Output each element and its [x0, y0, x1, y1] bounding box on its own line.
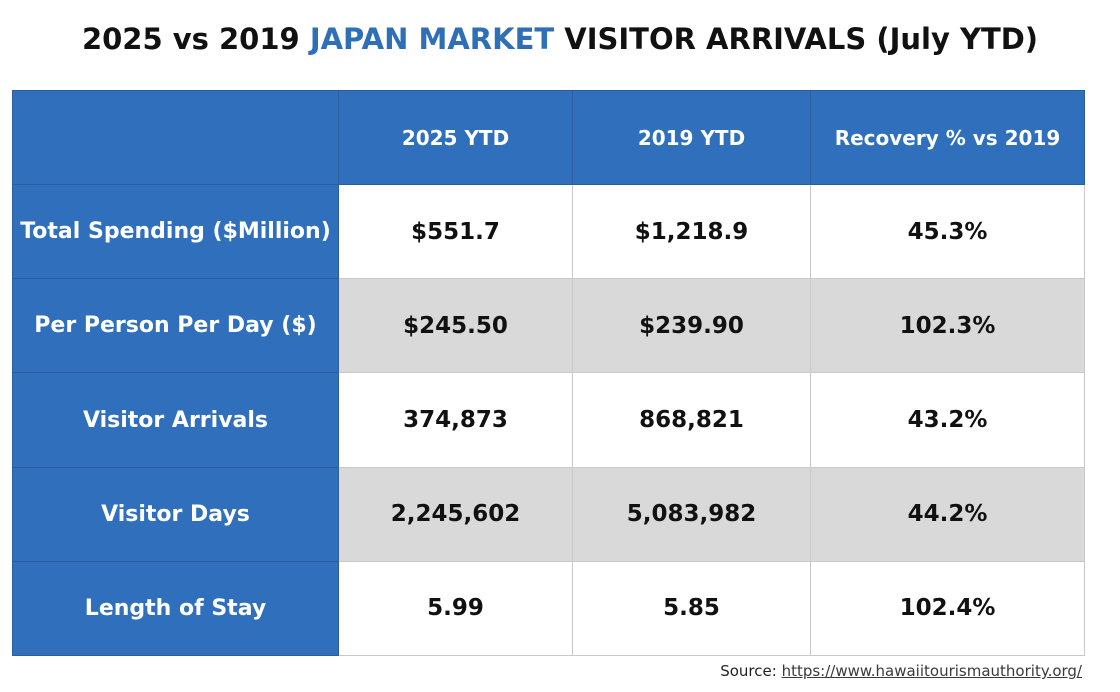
cell-2019: $239.90 [572, 278, 811, 374]
cell-recovery: 102.3% [810, 278, 1085, 374]
row-label: Length of Stay [12, 560, 339, 657]
row-label: Visitor Days [12, 466, 339, 562]
cell-2025: 374,873 [338, 372, 573, 468]
cell-2019: 868,821 [572, 372, 811, 468]
cell-2025: $245.50 [338, 278, 573, 374]
header-2019-ytd: 2019 YTD [572, 89, 811, 186]
cell-2019: 5,083,982 [572, 466, 811, 562]
table-row: Total Spending ($Million) $551.7 $1,218.… [12, 184, 1085, 280]
header-2025-ytd: 2025 YTD [338, 89, 573, 186]
title-suffix: VISITOR ARRIVALS (July YTD) [554, 22, 1039, 56]
cell-recovery: 102.4% [810, 560, 1085, 657]
cell-2019: 5.85 [572, 560, 811, 657]
table-row: Visitor Days 2,245,602 5,083,982 44.2% [12, 466, 1085, 562]
table-row: Per Person Per Day ($) $245.50 $239.90 1… [12, 278, 1085, 374]
cell-recovery: 43.2% [810, 372, 1085, 468]
cell-recovery: 44.2% [810, 466, 1085, 562]
comparison-table: 2025 YTD 2019 YTD Recovery % vs 2019 Tot… [12, 89, 1085, 657]
cell-2019: $1,218.9 [572, 184, 811, 280]
source-link[interactable]: https://www.hawaiitourismauthority.org/ [781, 662, 1082, 680]
row-label: Total Spending ($Million) [12, 184, 339, 280]
table-header-row: 2025 YTD 2019 YTD Recovery % vs 2019 [12, 89, 1085, 186]
table-row: Length of Stay 5.99 5.85 102.4% [12, 560, 1085, 657]
page-title: 2025 vs 2019 JAPAN MARKET VISITOR ARRIVA… [0, 22, 1120, 56]
header-recovery: Recovery % vs 2019 [810, 89, 1085, 186]
header-corner-cell [12, 89, 339, 186]
cell-2025: 5.99 [338, 560, 573, 657]
source-note: Source: https://www.hawaiitourismauthori… [720, 662, 1082, 680]
cell-recovery: 45.3% [810, 184, 1085, 280]
table-row: Visitor Arrivals 374,873 868,821 43.2% [12, 372, 1085, 468]
row-label: Visitor Arrivals [12, 372, 339, 468]
title-prefix: 2025 vs 2019 [81, 22, 310, 56]
cell-2025: $551.7 [338, 184, 573, 280]
title-accent: JAPAN MARKET [309, 22, 555, 56]
row-label: Per Person Per Day ($) [12, 278, 339, 374]
source-prefix: Source: [720, 662, 782, 680]
cell-2025: 2,245,602 [338, 466, 573, 562]
